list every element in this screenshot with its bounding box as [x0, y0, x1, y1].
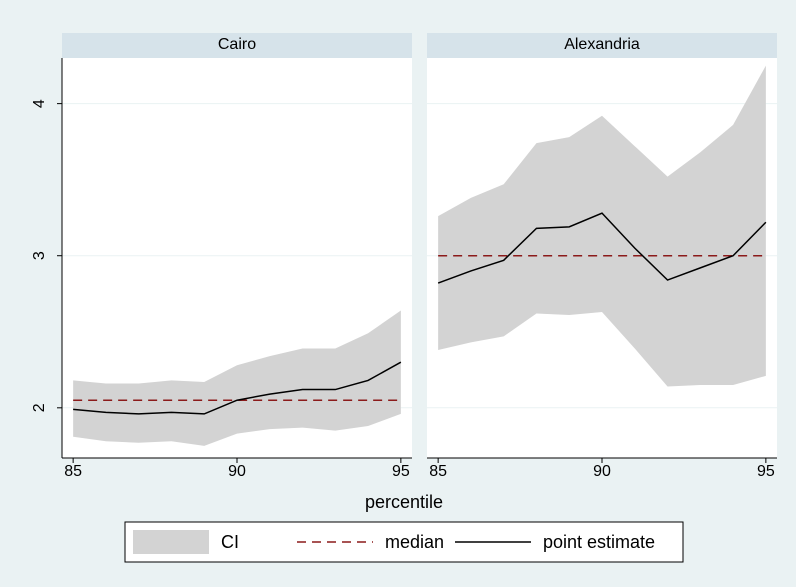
y-tick-label: 4	[31, 99, 48, 108]
estimate-line	[437, 212, 767, 284]
panel-title: Alexandria	[564, 36, 640, 53]
legend-label: median	[385, 532, 444, 552]
x-tick-label: 90	[593, 463, 611, 480]
legend-label: point estimate	[543, 532, 655, 552]
x-tick-label: 85	[429, 463, 447, 480]
panel-header	[427, 33, 777, 58]
x-tick-label: 90	[228, 463, 246, 480]
estimate-line	[73, 361, 402, 415]
legend-label: CI	[221, 532, 239, 552]
ci-band	[73, 310, 401, 446]
x-tick-label: 95	[757, 463, 775, 480]
ci-band	[438, 65, 766, 387]
legend-box	[124, 521, 684, 563]
y-tick-label: 3	[31, 251, 48, 260]
x-axis-label: percentile	[365, 492, 443, 512]
x-tick-label: 95	[392, 463, 410, 480]
y-tick-label: 2	[31, 403, 48, 412]
panel-title: Cairo	[218, 36, 256, 53]
panel-header	[62, 33, 412, 58]
x-tick-label: 85	[64, 463, 82, 480]
legend-swatch	[133, 530, 209, 554]
